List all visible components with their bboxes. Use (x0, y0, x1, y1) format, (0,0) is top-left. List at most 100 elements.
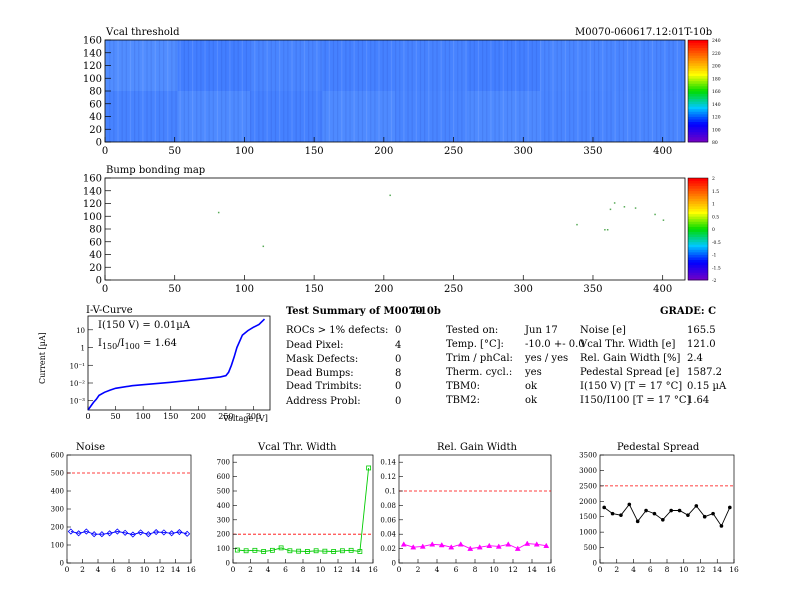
vcal-xtick-label: 150 (305, 146, 324, 157)
vcal-width-ytick-label: 500 (217, 488, 230, 496)
pixel-texture (531, 40, 533, 142)
vcal-palette-band (688, 85, 708, 89)
dead-bump-point (604, 229, 606, 231)
vcal-palette-band (688, 98, 708, 102)
gain-width-ytick-label: 0.02 (380, 545, 396, 553)
pedestal-ytick-label: 2000 (579, 498, 597, 506)
bump-palette-band (688, 203, 708, 207)
bump-ytick-label: 140 (83, 186, 102, 197)
gain-width-point (543, 542, 550, 548)
bump-ytick-label: 0 (96, 276, 102, 287)
vcal-palette-band (688, 78, 708, 82)
bump-palette-band (688, 264, 708, 268)
vcal-title: Vcal threshold (106, 27, 180, 38)
stat-label: Vcal Thr. Width [e] (580, 339, 676, 350)
vcal-width-point (278, 545, 284, 551)
bump-frame (104, 177, 686, 281)
gain-width-ytick-label: 0.14 (380, 459, 396, 467)
gain-width-ytick-label: 0 (392, 560, 396, 568)
bump-palette-band (688, 188, 708, 192)
vcal-width-ytick-label: 300 (217, 516, 230, 524)
iv-ytick-label: 10⁻³ (70, 398, 86, 406)
vcal-width-point (243, 548, 249, 554)
defect-value: 0 (395, 396, 402, 407)
iv-xtick-label: 0 (85, 412, 90, 421)
vcal-width-ytick-label: 400 (217, 502, 230, 510)
pixel-texture (332, 40, 335, 142)
vcal-palette-band (688, 62, 708, 66)
pixel-texture (279, 40, 281, 142)
vcal-palette-band (688, 80, 708, 84)
pixel-texture (411, 40, 413, 142)
pixel-texture (403, 40, 405, 142)
gain-width-ytick-label: 0.1 (385, 488, 396, 496)
vcal-width-ytick-label: 100 (217, 545, 230, 553)
bump-ytick-label: 100 (83, 212, 102, 223)
pixel-texture (415, 40, 417, 142)
pixel-texture (138, 40, 140, 142)
gain-width-ytick-label: 0.06 (380, 516, 396, 524)
pixel-texture (187, 40, 190, 142)
pixel-texture (308, 40, 310, 142)
pixel-texture (266, 40, 268, 142)
noise-series-line (70, 531, 188, 536)
dead-bump-point (613, 202, 616, 204)
pixel-texture (548, 40, 550, 142)
pedestal-xtick-label: 4 (631, 565, 636, 574)
pixel-texture (175, 40, 177, 142)
vcal-width-ytick-label: 700 (217, 459, 230, 467)
vcal-width-xtick-label: 14 (351, 565, 361, 574)
bump-palette-band (688, 206, 708, 209)
vcal-width-point (252, 547, 258, 553)
pixel-texture (453, 40, 455, 142)
vcal-palette-band (688, 91, 708, 94)
vcal-palette-label: 160 (712, 89, 721, 95)
vcal-xtick-label: 400 (653, 146, 672, 157)
pixel-texture (544, 40, 546, 142)
defect-value: 0 (395, 354, 402, 365)
vcal-palette-band (688, 60, 708, 64)
noise-ytick-label: 600 (51, 452, 64, 460)
noise-point (137, 529, 144, 536)
vcal-width-series-line (237, 467, 370, 553)
noise-frame (66, 454, 192, 564)
iv-ylabel: Current [µA] (38, 332, 47, 384)
noise-xtick-label: 12 (155, 565, 165, 574)
vcal-xtick-label: 250 (444, 146, 463, 157)
vcal-width-xtick-label: 4 (266, 565, 271, 574)
pixel-texture (121, 40, 123, 142)
pixel-texture (651, 40, 654, 142)
pixel-texture (212, 40, 214, 142)
defect-label: Dead Bumps: (286, 368, 354, 379)
vcal-palette-band (688, 101, 708, 105)
vcal-width-point (261, 549, 267, 554)
pixel-texture (237, 40, 239, 142)
pedestal-point (652, 511, 657, 516)
pixel-texture (163, 40, 165, 142)
pixel-texture (361, 40, 364, 142)
pedestal-point (619, 513, 623, 517)
vcal-palette-band (688, 55, 708, 59)
bump-palette-band (688, 251, 708, 255)
bump-palette-band (688, 274, 708, 278)
noise-point (153, 528, 160, 536)
vcal-palette-band (688, 124, 708, 128)
vcal-palette-band (688, 75, 708, 79)
pixel-texture (357, 40, 359, 142)
bump-palette-band (688, 216, 708, 220)
bump-palette-band (688, 183, 708, 187)
pixel-texture (183, 40, 185, 142)
bump-palette-band (688, 241, 708, 245)
vcal-palette-band (688, 108, 708, 112)
stat-value: 165.5 (687, 325, 716, 336)
pixel-texture (498, 40, 500, 142)
bump-palette-band (688, 246, 708, 250)
gain-width-point (476, 544, 483, 550)
pixel-texture (303, 40, 306, 142)
defect-value: 4 (395, 340, 402, 351)
gain-width-point (429, 541, 436, 547)
iv-annotation-2: I150/I100 = 1.64 (98, 338, 177, 351)
vcal-xtick-label: 0 (102, 146, 108, 157)
bump-xtick-label: 200 (374, 284, 393, 295)
